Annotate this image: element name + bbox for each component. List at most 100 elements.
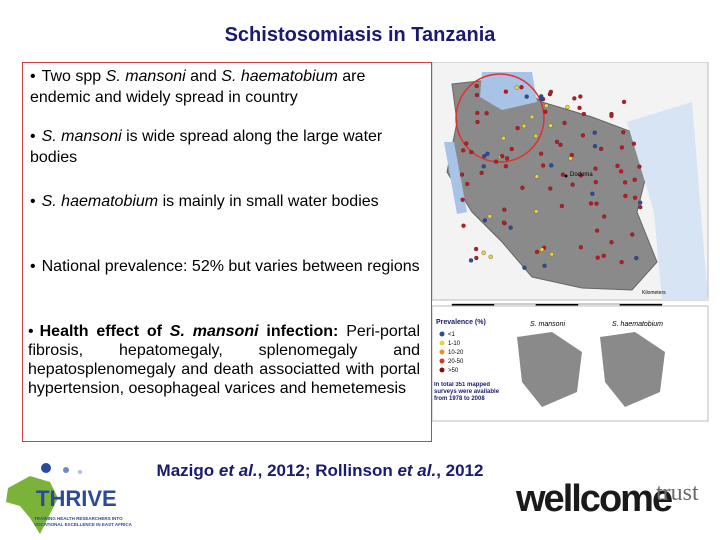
text: is wide spread along the large water bod… — [30, 128, 383, 166]
survey-dot — [598, 146, 604, 151]
text: S. haematobium — [41, 193, 159, 210]
legend-title: Prevalence (%) — [436, 319, 486, 326]
survey-dot — [479, 170, 484, 175]
legend-dot — [439, 349, 445, 355]
text: National prevalence: 52% but varies betw… — [41, 258, 420, 275]
survey-dot — [638, 200, 643, 205]
survey-dot — [594, 201, 599, 206]
map-figure: Dodoma Kilometers 01252505007501,000 Pre… — [432, 62, 709, 422]
survey-dot — [594, 228, 600, 233]
survey-dot — [578, 245, 584, 250]
survey-dot — [464, 141, 469, 146]
survey-dot — [481, 250, 486, 255]
logo-tagline: VOCATIONAL EXCELLENCE IN EAST AFRICA — [34, 522, 133, 527]
bullet-marker: • — [30, 193, 36, 210]
survey-dot — [630, 232, 635, 237]
lake — [444, 142, 467, 214]
text: Two spp — [41, 68, 106, 85]
survey-dot — [508, 225, 513, 230]
survey-dot — [580, 133, 586, 138]
bullet-marker: • — [30, 68, 36, 85]
sea — [627, 102, 708, 300]
survey-dot — [632, 195, 638, 200]
survey-dot — [631, 141, 637, 146]
survey-dot — [602, 214, 607, 219]
survey-dot — [621, 130, 626, 135]
survey-dot — [465, 181, 470, 187]
bullet: • S. mansoni is wide spread along the lar… — [30, 126, 422, 168]
map-note: In total 351 mapped surveys were availab… — [434, 382, 500, 402]
lake — [480, 72, 537, 110]
survey-dot — [544, 103, 549, 108]
text: , 2012; Rollinson — [257, 461, 398, 480]
survey-dot — [474, 255, 479, 261]
survey-dot — [501, 136, 506, 141]
survey-dot — [534, 174, 539, 179]
text: et al. — [218, 461, 258, 480]
survey-dot — [609, 240, 614, 245]
survey-dot — [481, 164, 486, 169]
legend-label: 20-50 — [448, 359, 464, 365]
survey-dot — [542, 263, 547, 268]
survey-dot — [501, 220, 507, 225]
city-marker — [564, 174, 568, 178]
survey-dot — [592, 144, 598, 149]
legend-dot — [439, 331, 445, 337]
bullet-marker: • — [30, 128, 36, 145]
bullet: • Health effect of S. mansoni infection: … — [28, 322, 420, 398]
city-label: Dodoma — [570, 172, 593, 178]
legend-dot — [439, 340, 445, 346]
survey-dot — [590, 191, 595, 196]
survey-dot — [547, 92, 553, 97]
survey-dot — [475, 119, 480, 125]
survey-dot — [560, 172, 566, 177]
survey-dot — [461, 223, 466, 228]
survey-dot — [502, 207, 507, 212]
survey-dot — [515, 125, 520, 131]
survey-dot — [460, 197, 465, 202]
survey-dot — [618, 169, 624, 174]
survey-dot — [615, 163, 620, 168]
thrive-logo: THRIVE TRAINING HEALTH RESEARCHERS INTO … — [6, 463, 133, 534]
text: S. mansoni — [169, 323, 259, 340]
logo-text: THRIVE — [36, 486, 117, 511]
legend-label: >50 — [448, 368, 459, 374]
survey-dot — [482, 153, 487, 159]
bullet-marker: • — [28, 323, 34, 340]
survey-dot — [487, 214, 492, 219]
citation: Mazigo et al., 2012; Rollinson et al., 2… — [0, 461, 640, 481]
legend-dot — [439, 367, 445, 373]
survey-dot — [473, 246, 479, 252]
survey-dot — [593, 166, 598, 171]
survey-dot — [540, 163, 546, 168]
survey-dot — [634, 255, 639, 261]
slide-title: Schistosomiasis in Tanzania — [224, 24, 496, 46]
survey-dot — [529, 114, 535, 120]
survey-dot — [482, 218, 488, 223]
survey-dot — [484, 111, 489, 116]
survey-dot — [509, 146, 514, 152]
survey-dot — [548, 123, 553, 128]
wellcome-logo: wellcome — [516, 478, 673, 520]
survey-dot — [488, 254, 493, 260]
legend: <1 1-10 10-20 20-50 >50 — [439, 331, 464, 374]
text: et al. — [397, 461, 437, 480]
survey-dot — [469, 149, 474, 155]
survey-dot — [549, 163, 554, 168]
survey-dot — [595, 255, 600, 260]
survey-dot — [493, 159, 499, 164]
africa-shape — [6, 476, 58, 534]
survey-dot — [632, 177, 637, 182]
panel-title: S. haematobium — [612, 321, 663, 328]
survey-dot — [609, 113, 614, 119]
highlight-circle — [455, 73, 545, 163]
survey-dot — [514, 85, 519, 90]
survey-dot — [623, 193, 628, 198]
logo-dot — [63, 467, 69, 473]
bullet: • S. haematobium is mainly in small water… — [30, 191, 422, 212]
survey-dot — [459, 172, 465, 177]
survey-dot — [522, 265, 527, 270]
bullet: • Two spp S. mansoni and S. haematobium a… — [30, 66, 422, 108]
survey-dot — [601, 253, 606, 258]
survey-dot — [588, 201, 594, 206]
